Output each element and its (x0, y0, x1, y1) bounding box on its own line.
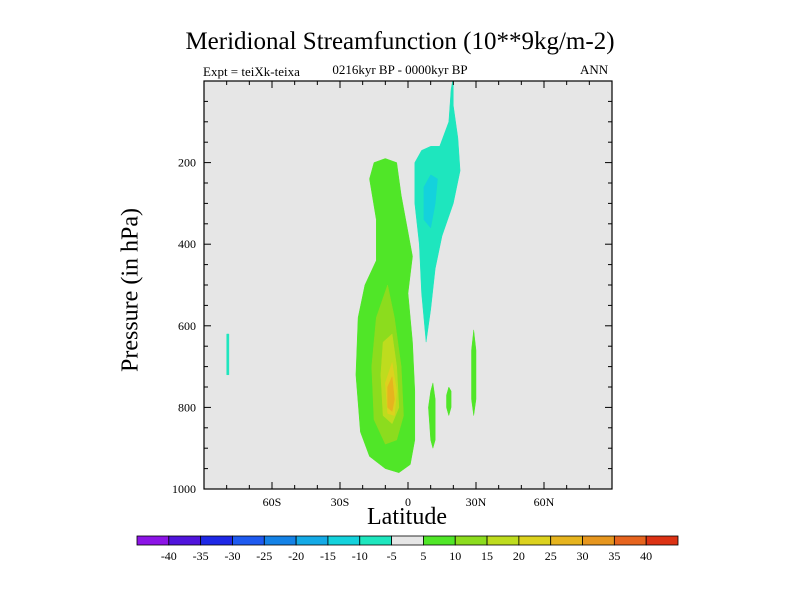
colorbar: -40 -35 -30 -25 -20 -15 -10 -5 5 10 15 20 25 30 35 40 (136, 535, 679, 563)
x-tick-label: 60N (534, 495, 555, 509)
colorbar-swatch (136, 535, 170, 546)
colorbar-label: 20 (513, 549, 525, 563)
colorbar-label: -35 (193, 549, 209, 563)
colorbar-label: -25 (256, 549, 272, 563)
colorbar-label: -15 (320, 549, 336, 563)
colorbar-swatch (359, 535, 392, 546)
colorbar-swatch (200, 535, 233, 546)
plot-area (204, 81, 612, 489)
colorbar-label: -10 (352, 549, 368, 563)
y-tick-label: 400 (178, 237, 196, 251)
contour-region-8 (428, 382, 436, 450)
contour-region-7 (423, 174, 438, 229)
y-tick-label: 800 (178, 400, 196, 414)
season-label: ANN (580, 62, 609, 77)
x-tick-label: 30N (466, 495, 487, 509)
colorbar-swatch (518, 535, 552, 546)
colorbar-swatch (391, 535, 424, 546)
colorbar-label: -30 (224, 549, 240, 563)
y-tick-label: 600 (178, 319, 196, 333)
colorbar-swatch (454, 535, 488, 546)
x-tick-label: 60S (263, 495, 282, 509)
contour-region-11 (226, 333, 230, 376)
contour-region-6 (414, 81, 461, 343)
colorbar-label: 40 (640, 549, 652, 563)
colorbar-label: 25 (545, 549, 557, 563)
colorbar-swatch (423, 535, 456, 546)
colorbar-label: 30 (577, 549, 589, 563)
x-tick-label: 0 (405, 495, 411, 509)
colorbar-label: 5 (420, 549, 426, 563)
colorbar-swatch (645, 535, 679, 546)
y-tick-label: 1000 (172, 482, 196, 496)
y-tick-label: 200 (178, 156, 196, 170)
chart-title: Meridional Streamfunction (10**9kg/m-2) (185, 28, 615, 55)
colorbar-swatch (582, 535, 615, 546)
chart-subtitle: 0216kyr BP - 0000kyr BP (332, 62, 468, 77)
colorbar-label: -5 (387, 549, 397, 563)
x-tick-label: 30S (331, 495, 350, 509)
experiment-label: Expt = teiXk-teixa (203, 64, 300, 79)
contour-region-9 (446, 386, 452, 417)
colorbar-swatch (613, 535, 647, 546)
colorbar-swatch (327, 535, 361, 546)
colorbar-swatch (550, 535, 583, 546)
colorbar-label: 35 (608, 549, 620, 563)
colorbar-swatch (486, 535, 520, 546)
colorbar-swatch (168, 535, 202, 546)
x-axis-label: Latitude (367, 504, 447, 530)
axes: 60S 30S 0 30N 60N 200 400 600 800 1000 (172, 80, 613, 509)
colorbar-swatch (232, 535, 265, 546)
colorbar-label: -20 (288, 549, 304, 563)
colorbar-swatch (263, 535, 297, 546)
colorbar-label: -40 (161, 549, 177, 563)
contour-region-5 (387, 375, 395, 412)
contour-region-10 (471, 329, 477, 416)
colorbar-label: 15 (481, 549, 493, 563)
contour-regions (226, 81, 477, 473)
colorbar-label: 10 (449, 549, 461, 563)
colorbar-swatch (295, 535, 329, 546)
